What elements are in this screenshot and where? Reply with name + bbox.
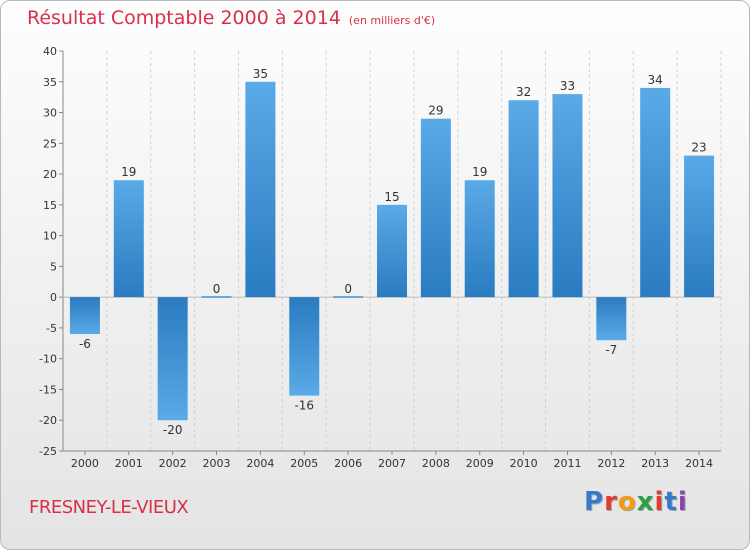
logo-letter: t xyxy=(664,487,678,517)
logo-letter: o xyxy=(617,487,637,517)
data-label-2009: 19 xyxy=(472,165,487,179)
data-label-2012: -7 xyxy=(605,343,617,357)
data-label-2002: -20 xyxy=(163,423,183,437)
x-tick-label: 2004 xyxy=(246,457,274,470)
logo-letter: r xyxy=(604,487,618,517)
bar-2004 xyxy=(245,81,276,298)
bar-2011 xyxy=(552,94,583,298)
bar-2010 xyxy=(508,100,539,298)
x-tick-label: 2006 xyxy=(334,457,362,470)
y-tick-label: 5 xyxy=(50,260,57,273)
y-tick-label: 20 xyxy=(43,168,57,181)
data-label-2000: -6 xyxy=(79,337,91,351)
bar-2001 xyxy=(113,180,144,298)
y-tick-label: 35 xyxy=(43,76,57,89)
x-tick-label: 2003 xyxy=(203,457,231,470)
data-label-2011: 33 xyxy=(560,79,575,93)
x-tick-label: 2013 xyxy=(641,457,669,470)
bar-2012 xyxy=(596,297,627,341)
data-label-2008: 29 xyxy=(428,104,443,118)
x-tick-label: 2009 xyxy=(466,457,494,470)
data-label-2003: 0 xyxy=(213,282,221,296)
proxiti-logo[interactable]: Proxiti xyxy=(584,487,688,517)
data-label-2004: 35 xyxy=(253,67,268,81)
bar-2003 xyxy=(201,296,232,298)
bar-2007 xyxy=(377,204,407,298)
x-tick-label: 2000 xyxy=(71,457,99,470)
bar-2014 xyxy=(684,155,715,298)
x-tick-label: 2002 xyxy=(159,457,187,470)
y-tick-label: -20 xyxy=(39,414,57,427)
y-tick-label: 30 xyxy=(43,107,57,120)
bar-2006 xyxy=(333,296,364,298)
data-labels: -6 19 -20 0 35 -16 0 15 29 19 32 33 -7 34 23 xyxy=(79,67,707,437)
bar-2005 xyxy=(289,297,320,396)
y-tick-label: 15 xyxy=(43,199,57,212)
bar-2000 xyxy=(69,297,100,335)
x-tick-label: 2012 xyxy=(597,457,625,470)
data-label-2010: 32 xyxy=(516,85,531,99)
y-tick-label: 0 xyxy=(50,291,57,304)
chart-title: Résultat Comptable 2000 à 2014 (en millie… xyxy=(27,7,435,29)
bar-2013 xyxy=(640,87,671,298)
title-text: Résultat Comptable 2000 à 2014 xyxy=(27,7,341,29)
y-tick-label: -10 xyxy=(39,353,57,366)
data-label-2007: 15 xyxy=(384,190,399,204)
logo-letter: i xyxy=(654,487,665,517)
bar-2008 xyxy=(420,118,451,298)
data-label-2013: 34 xyxy=(648,73,663,87)
x-tick-label: 2005 xyxy=(290,457,318,470)
logo-letter: i xyxy=(677,487,688,517)
y-tick-label: 10 xyxy=(43,230,57,243)
bar-2002 xyxy=(157,297,188,421)
grid-lines xyxy=(62,51,722,451)
logo-letter: x xyxy=(636,487,655,517)
commune-name: FRESNEY-LE-VIEUX xyxy=(29,497,189,518)
x-tick-label: 2014 xyxy=(685,457,713,470)
data-label-2005: -16 xyxy=(294,399,314,413)
x-tick-label: 2010 xyxy=(510,457,538,470)
bars xyxy=(69,81,715,421)
y-tick-label: -5 xyxy=(46,322,57,335)
y-tick-label: 25 xyxy=(43,137,57,150)
y-tick-label: -25 xyxy=(39,445,57,458)
x-tick-label: 2011 xyxy=(553,457,581,470)
logo-letter: P xyxy=(584,487,605,517)
x-tick-label: 2008 xyxy=(422,457,450,470)
x-tick-label: 2007 xyxy=(378,457,406,470)
x-tick-label: 2001 xyxy=(115,457,143,470)
y-tick-label: 40 xyxy=(43,45,57,58)
data-label-2014: 23 xyxy=(691,141,706,155)
title-unit: (en milliers d'€) xyxy=(348,14,436,27)
data-label-2001: 19 xyxy=(121,165,136,179)
y-tick-label: -15 xyxy=(39,383,57,396)
bar-2009 xyxy=(464,180,495,298)
data-label-2006: 0 xyxy=(344,282,352,296)
